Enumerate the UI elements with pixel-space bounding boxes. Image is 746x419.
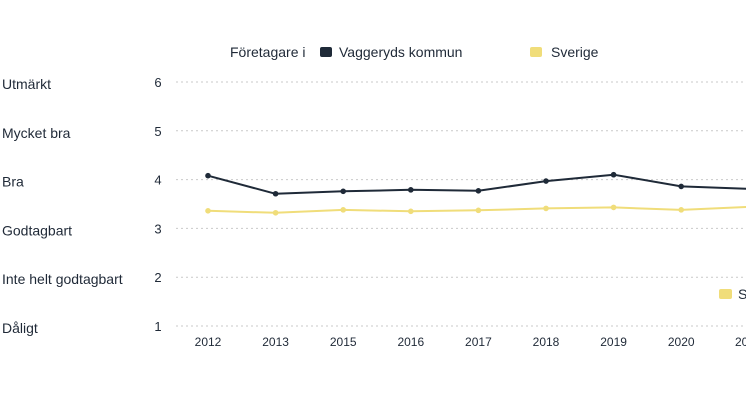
data-point	[678, 183, 684, 190]
y-category-label: Bra	[2, 174, 24, 190]
data-point	[205, 172, 211, 179]
data-point	[272, 190, 279, 197]
y-tick-label: 2	[154, 270, 161, 285]
y-category-labels: Dåligt Inte helt godtagbart Godtagbart Bra M…	[2, 76, 123, 336]
data-point	[543, 178, 549, 184]
x-tick-label: 2020	[668, 335, 695, 349]
legend-swatch-vaggeryd	[320, 47, 332, 57]
data-point	[408, 208, 414, 215]
y-tick-label: 3	[154, 221, 161, 236]
data-point	[340, 207, 347, 213]
x-tick-label: 2019	[600, 335, 627, 349]
y-category-label: Mycket bra	[2, 125, 71, 141]
x-axis-labels: 2012 2013 2015 2016 2017 2018 2019 2020 20	[195, 335, 746, 349]
data-point	[543, 205, 549, 212]
data-point	[610, 204, 617, 211]
x-tick-label: 20	[735, 335, 746, 349]
data-point	[475, 188, 482, 194]
y-category-label: Dåligt	[2, 320, 38, 336]
data-point	[610, 171, 617, 178]
x-tick-label: 2016	[397, 335, 424, 349]
data-point	[408, 187, 414, 193]
y-category-label: Godtagbart	[2, 222, 72, 238]
y-tick-label: 4	[154, 173, 161, 188]
grid-layer	[176, 81, 746, 327]
x-tick-label: 2013	[262, 335, 289, 349]
y-tick-label: 1	[154, 319, 161, 334]
data-point	[205, 208, 211, 214]
legend-title: Företagare i	[230, 44, 305, 60]
legend-label-vaggeryd: Vaggeryds kommun	[339, 44, 462, 60]
side-legend-swatch	[719, 289, 732, 299]
series-layer	[205, 171, 746, 216]
data-point	[272, 209, 279, 216]
data-point	[340, 188, 347, 195]
y-tick-label: 6	[154, 75, 161, 90]
x-tick-label: 2012	[195, 335, 222, 349]
legend-swatch-sverige	[530, 47, 542, 57]
side-legend-label: S	[738, 286, 746, 302]
side-legend: S	[719, 286, 746, 302]
legend-label-sverige: Sverige	[551, 44, 599, 60]
x-tick-label: 2017	[465, 335, 492, 349]
y-tick-label: 5	[154, 124, 161, 139]
y-category-label: Inte helt godtagbart	[2, 271, 123, 287]
y-tick-labels: 1 2 3 4 5 6	[154, 75, 161, 334]
legend: Företagare i Vaggeryds kommun Sverige	[230, 44, 599, 60]
x-tick-label: 2015	[330, 335, 357, 349]
x-tick-label: 2018	[533, 335, 560, 349]
data-point	[678, 207, 684, 213]
data-point	[475, 207, 482, 214]
y-category-label: Utmärkt	[2, 76, 51, 92]
